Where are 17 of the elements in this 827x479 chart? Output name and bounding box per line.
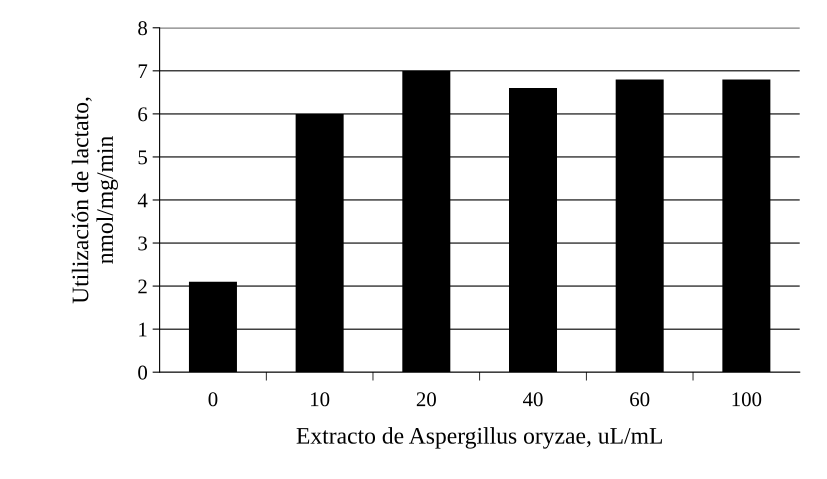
y-tick-label: 6 <box>138 107 148 122</box>
y-tick-label: 7 <box>138 64 148 78</box>
x-tick-label: 60 <box>630 392 650 406</box>
x-tick-label: 0 <box>208 392 218 406</box>
y-tick-label: 3 <box>138 236 147 250</box>
y-tick-label: 4 <box>138 193 148 208</box>
y-tick-label: 1 <box>139 322 147 336</box>
x-tick-label: 10 <box>311 392 330 406</box>
x-tick-label: 20 <box>416 392 436 406</box>
x-tick-label: 100 <box>732 392 762 406</box>
x-axis-title: Extracto de Aspergillus oryzae, uL/mL <box>296 427 662 449</box>
y-tick-label: 2 <box>138 280 147 294</box>
y-tick-label: 8 <box>138 21 148 36</box>
y-tick-label: 5 <box>138 150 147 164</box>
y-axis-title: Utilización de lactato, nmol/mg/min <box>72 98 118 304</box>
x-tick-label: 40 <box>522 392 543 406</box>
y-tick-label: 0 <box>138 366 148 380</box>
